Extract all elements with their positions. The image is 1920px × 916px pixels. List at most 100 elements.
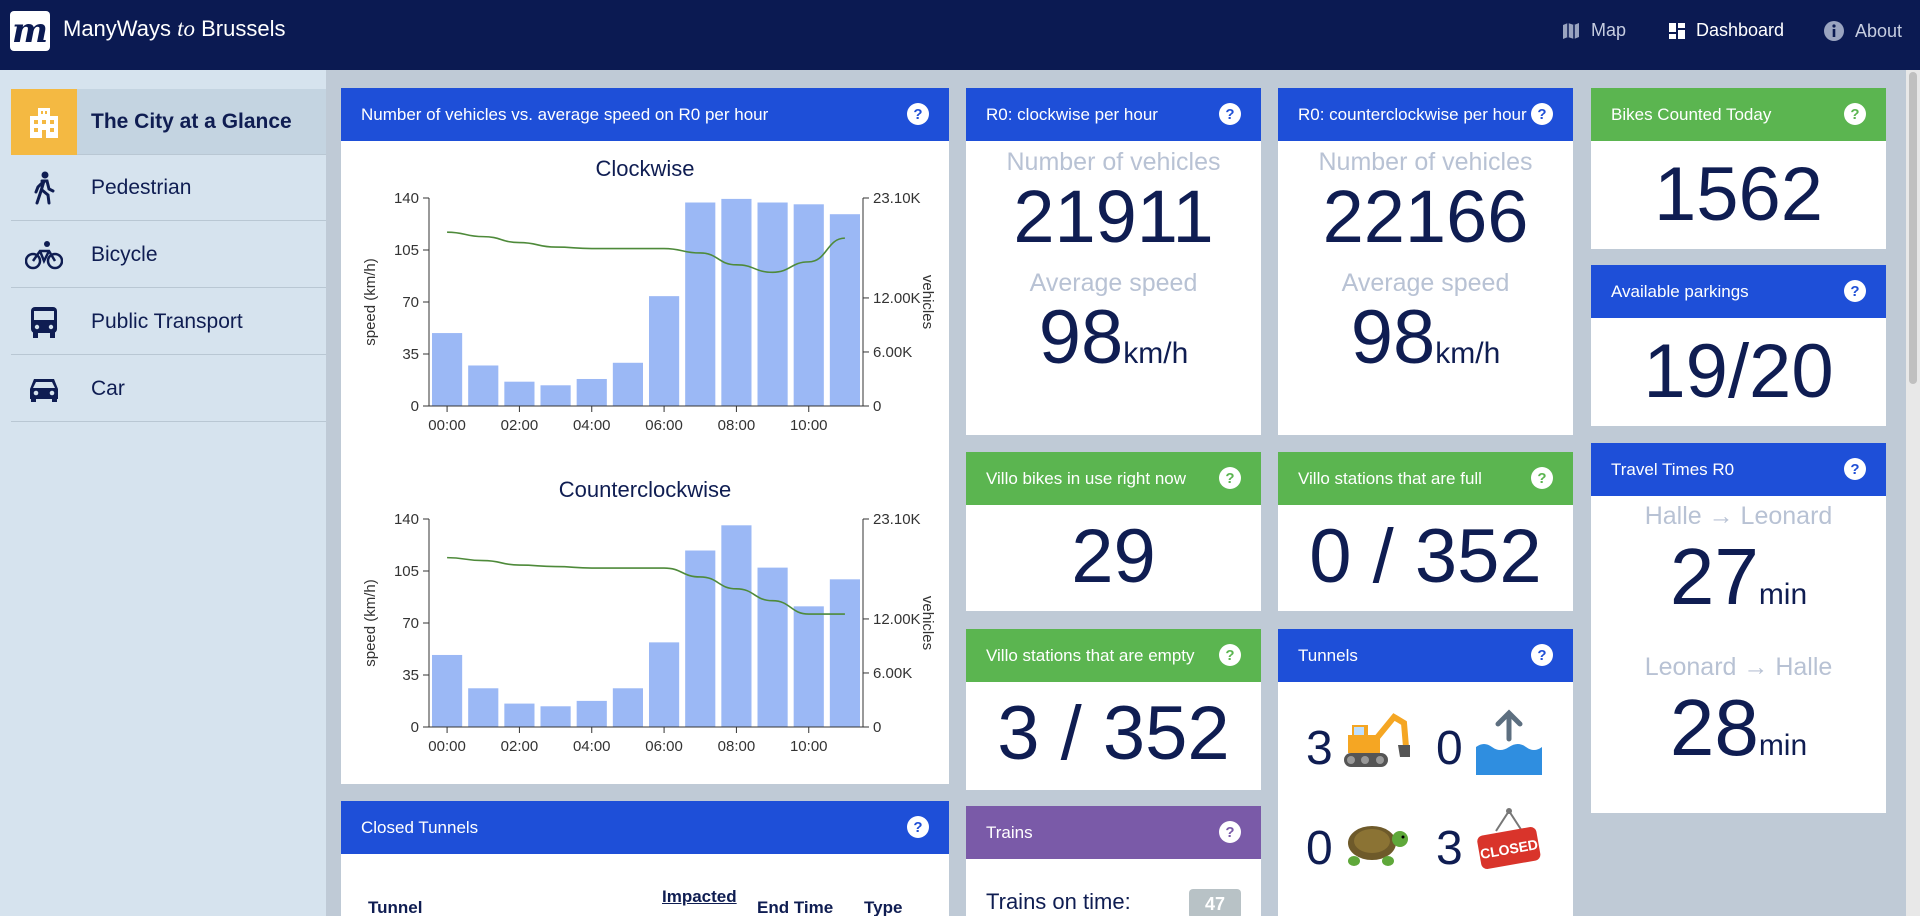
card-title: Villo stations that are empty (986, 645, 1195, 665)
trains-card: Trains ? Trains on time: 47 (966, 806, 1261, 916)
sidebar-item-pedestrian[interactable]: Pedestrian (11, 155, 326, 221)
nav-dashboard[interactable]: Dashboard (1668, 20, 1784, 41)
chart-bar-00:00 (432, 333, 463, 406)
help-icon[interactable]: ? (1219, 467, 1241, 489)
x-tick-label: 02:00 (501, 738, 539, 755)
y-axis-label: speed (km/h) (362, 579, 379, 667)
closed-tunnels-header: Closed Tunnels ? (341, 801, 949, 854)
x-tick-label: 10:00 (790, 417, 828, 434)
chart-bar-10:00 (793, 204, 824, 406)
r0-counterclockwise-card: R0: counterclockwise per hour ? Number o… (1278, 88, 1573, 435)
x-tick-label: 08:00 (718, 738, 756, 755)
chart-bar-04:00 (576, 700, 607, 727)
help-icon[interactable]: ? (1531, 467, 1553, 489)
map-icon (1563, 22, 1579, 39)
scrollbar-thumb[interactable] (1909, 72, 1917, 384)
vehicles-chart-card: Number of vehicles vs. average speed on … (341, 88, 949, 784)
trains-on-time-badge: 47 (1189, 889, 1241, 916)
y2-tick-label: 12.00K (873, 290, 921, 307)
help-icon[interactable]: ? (1531, 644, 1553, 666)
chart-bar-02:00 (504, 703, 535, 727)
chart-bar-11:00 (829, 214, 860, 406)
pedestrian-icon (11, 155, 77, 221)
chart-bar-06:00 (649, 296, 680, 406)
nav-map[interactable]: Map (1561, 20, 1626, 41)
column-header-tunnel[interactable]: Tunnel (368, 898, 423, 916)
chart-bar-05:00 (612, 362, 643, 406)
card-title: Trains (986, 822, 1033, 842)
help-icon[interactable]: ? (1844, 103, 1866, 125)
app-logo[interactable]: m (10, 11, 50, 51)
help-icon[interactable]: ? (1219, 821, 1241, 843)
chart-bar-04:00 (576, 378, 607, 406)
help-icon[interactable]: ? (1531, 103, 1553, 125)
vehicles-chart-header: Number of vehicles vs. average speed on … (341, 88, 949, 141)
nav-dashboard-label: Dashboard (1696, 20, 1785, 40)
sidebar-item-label: Car (91, 376, 125, 400)
help-icon[interactable]: ? (1844, 280, 1866, 302)
sidebar-item-bicycle[interactable]: Bicycle (11, 222, 326, 288)
y2-tick-label: 0 (873, 398, 881, 415)
chart-bar-08:00 (721, 198, 752, 406)
villo-in-use-card: Villo bikes in use right now ? 29 (966, 452, 1261, 611)
x-tick-label: 00:00 (428, 417, 466, 434)
bikes-counted-card: Bikes Counted Today ? 1562 (1591, 88, 1886, 249)
r0-clockwise-card: R0: clockwise per hour ? Number of vehic… (966, 88, 1261, 435)
column-header-impacted[interactable]: Impacted (662, 887, 737, 906)
sidebar-item-label: Public Transport (91, 309, 243, 333)
sidebar-item-city[interactable]: The City at a Glance (11, 88, 326, 155)
app-brand[interactable]: ManyWays to Brussels (63, 16, 285, 42)
y2-tick-label: 6.00K (873, 665, 912, 682)
x-tick-label: 06:00 (645, 738, 683, 755)
clockwise-chart: 0 35 70 105 140 0 6.00K 12.00K 23.10K 00:00 02:00 0… (362, 190, 936, 434)
chart-bar-01:00 (468, 688, 499, 727)
y2-tick-label: 0 (873, 719, 881, 736)
speed-line (447, 556, 845, 615)
chart-title-clockwise: Clockwise (595, 156, 695, 181)
tunnels-slow-count: 0 (1306, 822, 1333, 875)
nav-about[interactable]: About (1823, 20, 1902, 42)
chart-bar-06:00 (649, 642, 680, 727)
help-icon[interactable]: ? (907, 816, 929, 838)
speed-value-row: 98km/h (966, 298, 1261, 394)
help-icon[interactable]: ? (1219, 103, 1241, 125)
sidebar-item-public-transport[interactable]: Public Transport (11, 289, 326, 355)
x-tick-label: 02:00 (501, 417, 539, 434)
villo-empty-card: Villo stations that are empty ? 3 / 352 (966, 629, 1261, 790)
column-header-type[interactable]: Type (864, 898, 903, 916)
speed-label: Average speed (1029, 269, 1198, 297)
y-tick-label: 70 (402, 615, 419, 632)
help-icon[interactable]: ? (1219, 644, 1241, 666)
nav-about-label: About (1855, 20, 1903, 41)
tunnels-closed-count: 3 (1436, 822, 1463, 875)
vehicles-value: 22166 (1322, 175, 1529, 258)
chart-bar-01:00 (468, 365, 499, 406)
y-tick-label: 35 (402, 667, 419, 684)
y2-tick-label: 23.10K (873, 511, 921, 528)
villo-full-value: 0 / 352 (1309, 514, 1542, 599)
chart-bar-00:00 (432, 654, 463, 727)
y2-axis-label: vehicles (919, 275, 936, 329)
tunnels-works-count: 3 (1306, 722, 1333, 775)
y-tick-label: 0 (411, 398, 419, 415)
villo-full-card: Villo stations that are full ? 0 / 352 (1278, 452, 1573, 611)
sidebar-item-car[interactable]: Car (11, 356, 326, 422)
speed-value: 98 (1038, 295, 1124, 380)
brand-prefix: ManyWays (63, 16, 178, 41)
car-icon (11, 356, 77, 422)
help-icon[interactable]: ? (907, 103, 929, 125)
scrollbar-track[interactable] (1906, 70, 1920, 916)
speed-unit: km/h (1123, 337, 1189, 370)
r0-clockwise-header: R0: clockwise per hour ? (966, 88, 1261, 141)
chart-bar-08:00 (721, 525, 752, 727)
travel-times-card: Travel Times R0 ? Halle → Leonard 27min … (1591, 443, 1886, 813)
column-header-end-time[interactable]: End Time (757, 898, 834, 916)
y-tick-label: 140 (394, 190, 419, 207)
info-icon (1824, 21, 1844, 41)
help-icon[interactable]: ? (1844, 458, 1866, 480)
y2-tick-label: 23.10K (873, 190, 921, 207)
tunnels-card: Tunnels ? 3 0 0 3 CLOSED (1278, 629, 1573, 916)
route-halle-leonard: Halle → Leonard (1644, 502, 1833, 530)
card-title: Available parkings (1611, 281, 1749, 301)
bikes-counted-value: 1562 (1653, 152, 1824, 237)
